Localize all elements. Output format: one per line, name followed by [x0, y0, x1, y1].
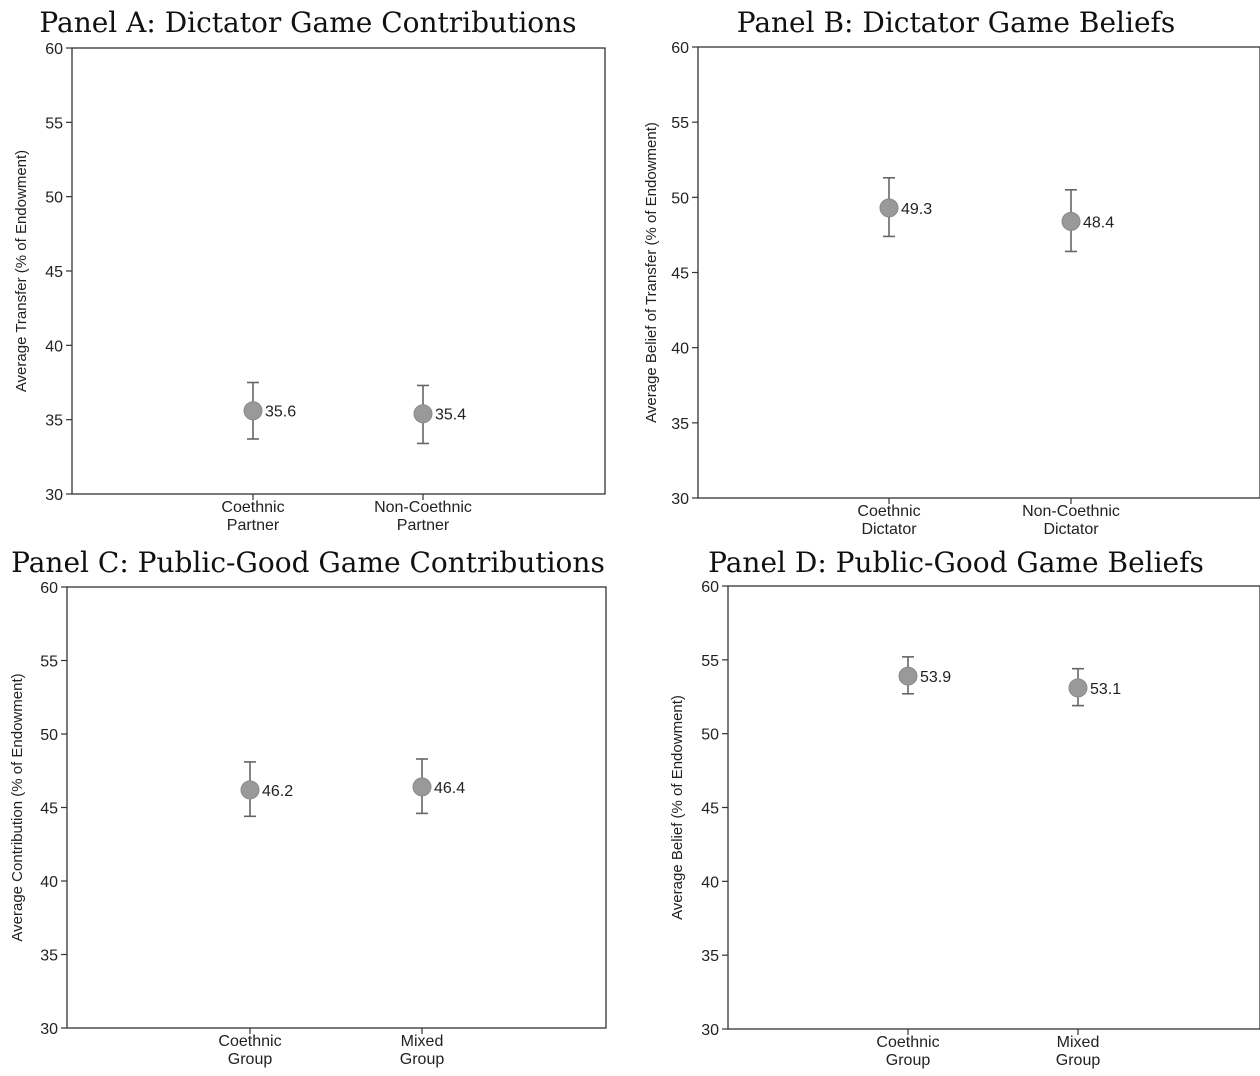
category-label: Coethnic	[221, 499, 284, 516]
data-label: 35.6	[265, 404, 296, 421]
y-tick-label: 40	[40, 874, 58, 891]
category-label: Non-Coethnic	[1022, 503, 1120, 520]
data-label: 46.4	[434, 780, 465, 797]
y-tick-label: 60	[701, 579, 719, 596]
panel-d: Panel D: Public-Good Game Beliefs 30 35 40 4…	[630, 540, 1260, 1076]
y-tick-label: 50	[40, 727, 58, 744]
y-tick-label: 30	[701, 1022, 719, 1039]
y-tick-label: 35	[40, 948, 58, 965]
y-tick-label: 40	[701, 874, 719, 891]
data-label: 49.3	[901, 201, 932, 218]
y-tick-label: 55	[671, 115, 689, 132]
data-point	[412, 777, 432, 797]
y-tick-label: 40	[45, 338, 63, 355]
data-point	[1068, 678, 1088, 698]
y-tick-label: 55	[40, 654, 58, 671]
category-label: Partner	[397, 517, 450, 534]
panel-title: Panel C: Public-Good Game Contributions	[11, 546, 605, 579]
data-point	[413, 404, 433, 424]
y-tick-label: 50	[671, 190, 689, 207]
category-label: Partner	[227, 517, 280, 534]
y-tick-label: 60	[45, 41, 63, 58]
data-label: 35.4	[435, 407, 466, 424]
y-tick-label: 45	[671, 266, 689, 283]
y-axis-label: Average Belief of Transfer (% of Endowme…	[643, 122, 660, 423]
y-tick-label: 40	[671, 341, 689, 358]
data-point	[1061, 211, 1081, 231]
panel-b: Panel B: Dictator Game Beliefs 30 35 40 45 50…	[630, 0, 1260, 540]
data-label: 48.4	[1083, 214, 1114, 231]
plot-frame	[697, 46, 1260, 499]
data-label: 53.1	[1090, 681, 1121, 698]
y-tick-label: 30	[45, 487, 63, 504]
y-tick-label: 35	[45, 413, 63, 430]
category-label: Group	[886, 1052, 931, 1069]
y-tick-label: 45	[40, 801, 58, 818]
plot-frame	[66, 586, 607, 1029]
y-axis-label: Average Transfer (% of Endowment)	[13, 150, 30, 392]
y-tick-label: 30	[40, 1021, 58, 1038]
panel-a: Panel A: Dictator Game Contributions 30 35…	[0, 0, 620, 540]
y-tick-label: 55	[701, 653, 719, 670]
panel-title: Panel B: Dictator Game Beliefs	[737, 6, 1176, 39]
y-tick-label: 45	[45, 264, 63, 281]
y-tick-label: 35	[701, 948, 719, 965]
y-tick-label: 35	[671, 416, 689, 433]
data-point	[879, 198, 899, 218]
chart-svg: Panel B: Dictator Game Beliefs 30 35 40 45 50…	[643, 6, 1260, 538]
y-axis-label: Average Contribution (% of Endowment)	[9, 673, 26, 941]
category-label: Group	[400, 1051, 445, 1068]
data-label: 46.2	[262, 783, 293, 800]
category-label: Coethnic	[857, 503, 920, 520]
data-point	[898, 666, 918, 686]
y-axis-label: Average Belief (% of Endowment)	[669, 695, 686, 920]
chart-svg: Panel A: Dictator Game Contributions 30 35…	[13, 6, 606, 534]
y-tick-label: 45	[701, 801, 719, 818]
y-tick-label: 30	[671, 491, 689, 508]
category-label: Coethnic	[218, 1033, 281, 1050]
category-label: Coethnic	[876, 1034, 939, 1051]
category-label: Non-Coethnic	[374, 499, 472, 516]
panel-title: Panel D: Public-Good Game Beliefs	[708, 546, 1204, 579]
category-label: Mixed	[401, 1033, 444, 1050]
category-label: Mixed	[1057, 1034, 1100, 1051]
category-label: Group	[228, 1051, 273, 1068]
y-tick-label: 50	[45, 190, 63, 207]
panel-title: Panel A: Dictator Game Contributions	[39, 6, 576, 39]
y-tick-label: 50	[701, 727, 719, 744]
category-label: Group	[1056, 1052, 1101, 1069]
data-label: 53.9	[920, 669, 951, 686]
chart-svg: Panel C: Public-Good Game Contributions 3…	[9, 546, 607, 1068]
category-label: Dictator	[861, 521, 917, 538]
y-tick-label: 55	[45, 115, 63, 132]
plot-frame	[71, 47, 606, 495]
y-tick-label: 60	[40, 580, 58, 597]
data-point	[243, 401, 263, 421]
y-tick-label: 60	[671, 40, 689, 57]
category-label: Dictator	[1043, 521, 1099, 538]
panel-c: Panel C: Public-Good Game Contributions 3…	[0, 540, 620, 1076]
plot-frame	[727, 585, 1260, 1030]
chart-svg: Panel D: Public-Good Game Beliefs 30 35 40 4…	[669, 546, 1260, 1069]
data-point	[240, 780, 260, 800]
